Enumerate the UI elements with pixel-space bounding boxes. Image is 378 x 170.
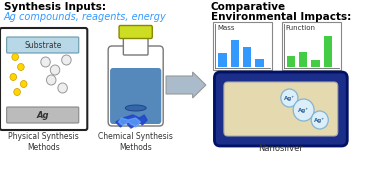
FancyBboxPatch shape [123,31,148,55]
FancyBboxPatch shape [119,26,152,38]
Bar [255,59,264,67]
Bar [243,47,251,67]
Circle shape [10,73,17,81]
Text: Comparative: Comparative [211,2,286,12]
Text: Substrate: Substrate [24,40,61,49]
Text: Environmental Impacts:: Environmental Impacts: [211,12,351,22]
Bar [299,52,307,67]
Bar [214,22,272,70]
Text: Ag⁺: Ag⁺ [314,117,325,123]
Circle shape [293,99,314,121]
Text: Ag⁺: Ag⁺ [298,107,309,113]
Circle shape [281,89,298,107]
Bar [231,40,239,67]
FancyBboxPatch shape [0,28,87,130]
Polygon shape [116,115,147,128]
FancyBboxPatch shape [214,72,347,146]
Circle shape [41,57,50,67]
Text: Ag: Ag [36,110,49,120]
FancyBboxPatch shape [224,82,338,136]
FancyBboxPatch shape [7,107,79,123]
FancyArrow shape [166,72,206,98]
FancyBboxPatch shape [110,68,161,124]
Text: Nanosilver: Nanosilver [259,144,303,153]
FancyBboxPatch shape [7,37,79,53]
Circle shape [50,65,60,75]
Bar [311,60,320,67]
Circle shape [311,111,328,129]
Bar [287,56,295,67]
Circle shape [46,75,56,85]
Circle shape [12,54,19,61]
Circle shape [20,81,27,88]
Text: Synthesis Inputs:: Synthesis Inputs: [4,2,106,12]
Circle shape [17,64,24,71]
Text: Function: Function [286,25,316,31]
Polygon shape [119,118,140,127]
Circle shape [14,89,20,96]
Text: Ag compounds, reagents, energy: Ag compounds, reagents, energy [4,12,167,22]
Bar [218,53,227,67]
Ellipse shape [125,105,146,111]
Bar [282,22,341,70]
Circle shape [58,83,67,93]
Text: Ag⁺: Ag⁺ [284,95,295,101]
Text: Chemical Synthesis
Methods: Chemical Synthesis Methods [98,132,173,152]
Text: Physical Synthesis
Methods: Physical Synthesis Methods [8,132,79,152]
Text: Mass: Mass [217,25,235,31]
Bar [324,36,332,67]
FancyBboxPatch shape [108,46,163,126]
Circle shape [62,55,71,65]
